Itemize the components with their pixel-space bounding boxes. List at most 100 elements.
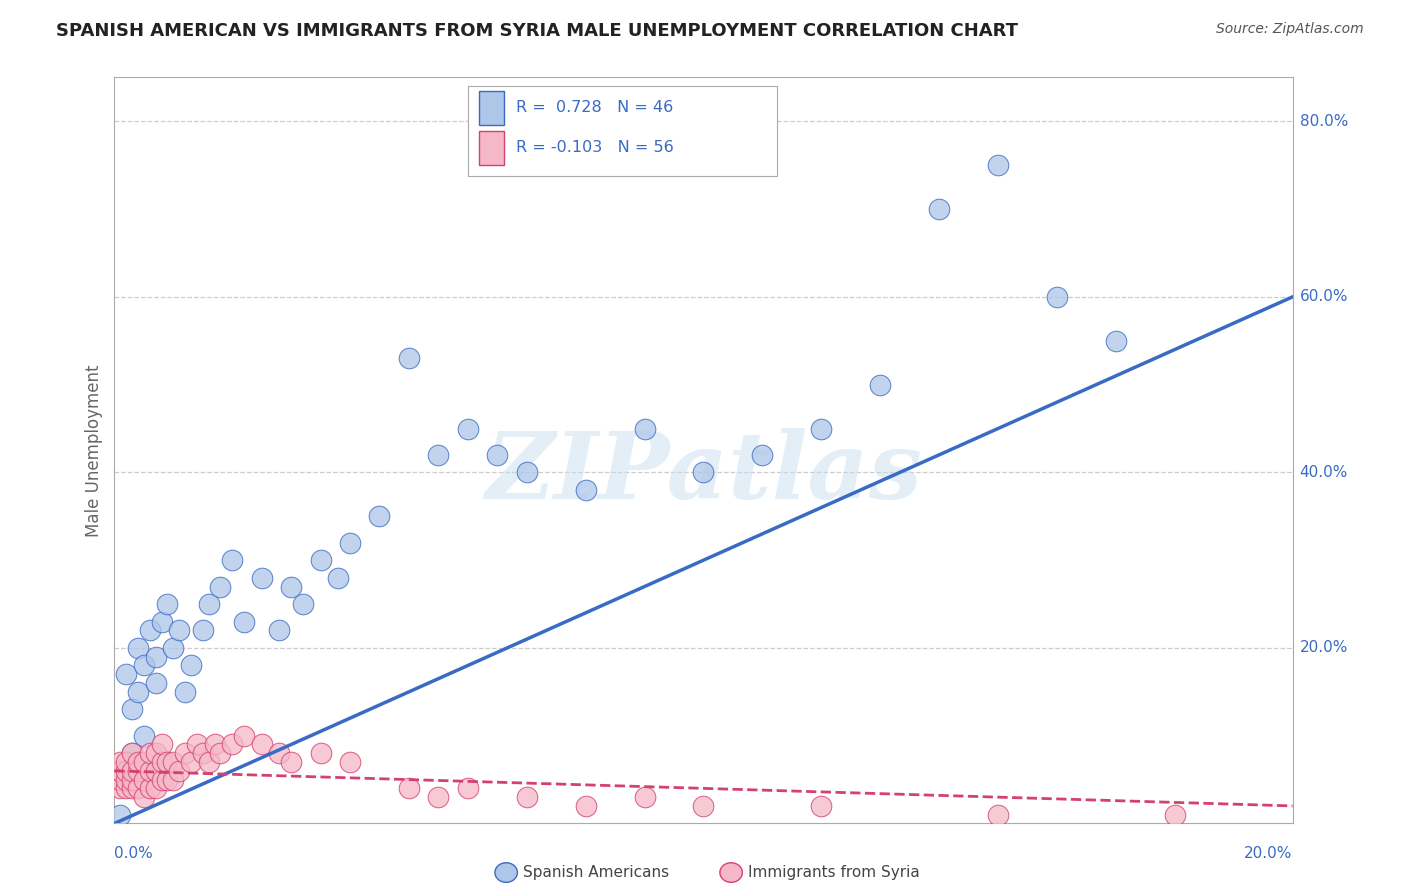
- Point: [751, 448, 773, 462]
- Point: [150, 738, 173, 752]
- Point: [139, 764, 162, 778]
- Point: [145, 746, 167, 760]
- Point: [167, 624, 190, 638]
- Point: [339, 535, 361, 549]
- Point: [810, 421, 832, 435]
- Point: [110, 807, 132, 822]
- Point: [269, 624, 291, 638]
- Point: [121, 746, 143, 760]
- Point: [427, 790, 450, 805]
- Text: 40.0%: 40.0%: [1299, 465, 1348, 480]
- Point: [145, 676, 167, 690]
- Point: [398, 351, 420, 366]
- Point: [204, 738, 226, 752]
- Point: [115, 667, 138, 681]
- Point: [516, 790, 538, 805]
- Point: [221, 738, 243, 752]
- Point: [280, 755, 302, 769]
- Point: [115, 772, 138, 787]
- Point: [692, 466, 714, 480]
- Point: [139, 746, 162, 760]
- Point: [150, 755, 173, 769]
- Point: [368, 509, 391, 524]
- Point: [633, 421, 655, 435]
- Point: [339, 755, 361, 769]
- Point: [516, 466, 538, 480]
- Point: [197, 597, 219, 611]
- Point: [575, 799, 598, 814]
- Point: [1164, 807, 1187, 822]
- Point: [486, 448, 509, 462]
- Point: [121, 746, 143, 760]
- Point: [115, 772, 138, 787]
- Text: 20.0%: 20.0%: [1244, 846, 1292, 861]
- Point: [162, 772, 184, 787]
- Point: [427, 448, 450, 462]
- Point: [127, 755, 149, 769]
- Text: Spanish Americans: Spanish Americans: [523, 865, 669, 880]
- Point: [250, 738, 273, 752]
- Point: [174, 685, 197, 699]
- Point: [197, 755, 219, 769]
- Text: 0.0%: 0.0%: [114, 846, 153, 861]
- Point: [132, 790, 155, 805]
- Point: [1046, 290, 1069, 304]
- Point: [115, 781, 138, 796]
- Point: [167, 764, 190, 778]
- Point: [575, 483, 598, 497]
- Point: [156, 755, 179, 769]
- Text: SPANISH AMERICAN VS IMMIGRANTS FROM SYRIA MALE UNEMPLOYMENT CORRELATION CHART: SPANISH AMERICAN VS IMMIGRANTS FROM SYRI…: [56, 22, 1018, 40]
- Point: [150, 615, 173, 629]
- Point: [280, 580, 302, 594]
- Point: [987, 807, 1010, 822]
- Point: [457, 421, 479, 435]
- Point: [221, 553, 243, 567]
- Point: [139, 781, 162, 796]
- Point: [186, 738, 208, 752]
- Point: [127, 685, 149, 699]
- Point: [110, 764, 132, 778]
- Point: [115, 755, 138, 769]
- Point: [191, 746, 214, 760]
- Point: [291, 597, 314, 611]
- Point: [156, 597, 179, 611]
- Point: [987, 158, 1010, 172]
- Point: [233, 615, 256, 629]
- Point: [162, 755, 184, 769]
- Point: [928, 202, 950, 216]
- Point: [127, 640, 149, 655]
- Text: 20.0%: 20.0%: [1299, 640, 1348, 656]
- Point: [145, 781, 167, 796]
- Point: [145, 764, 167, 778]
- Point: [180, 658, 202, 673]
- Text: ZIPatlas: ZIPatlas: [485, 428, 922, 518]
- Point: [115, 764, 138, 778]
- Point: [692, 799, 714, 814]
- Text: R =  0.728   N = 46: R = 0.728 N = 46: [516, 100, 673, 115]
- Point: [398, 781, 420, 796]
- Point: [121, 764, 143, 778]
- Point: [110, 781, 132, 796]
- Point: [328, 571, 350, 585]
- Point: [121, 772, 143, 787]
- Point: [110, 772, 132, 787]
- Text: R = -0.103   N = 56: R = -0.103 N = 56: [516, 140, 673, 155]
- Point: [127, 764, 149, 778]
- Point: [121, 781, 143, 796]
- Point: [269, 746, 291, 760]
- Point: [139, 624, 162, 638]
- Point: [457, 781, 479, 796]
- Point: [191, 624, 214, 638]
- Point: [156, 772, 179, 787]
- Point: [309, 553, 332, 567]
- Point: [174, 746, 197, 760]
- Text: Immigrants from Syria: Immigrants from Syria: [748, 865, 920, 880]
- Y-axis label: Male Unemployment: Male Unemployment: [86, 364, 103, 537]
- Point: [132, 658, 155, 673]
- Text: 60.0%: 60.0%: [1299, 289, 1348, 304]
- Point: [233, 729, 256, 743]
- Point: [209, 580, 232, 594]
- Point: [810, 799, 832, 814]
- Point: [110, 755, 132, 769]
- Point: [132, 729, 155, 743]
